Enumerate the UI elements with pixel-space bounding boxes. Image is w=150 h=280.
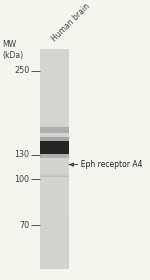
Text: Human brain: Human brain: [50, 2, 92, 44]
Text: 130: 130: [14, 150, 29, 159]
Bar: [40, 174, 69, 176]
Bar: [40, 137, 69, 141]
Text: ← Eph receptor A4: ← Eph receptor A4: [70, 160, 143, 169]
Text: 100: 100: [14, 175, 29, 184]
Text: 70: 70: [19, 221, 29, 230]
Bar: [40, 127, 69, 133]
Text: 250: 250: [14, 66, 29, 75]
Text: MW
(kDa): MW (kDa): [2, 40, 23, 60]
Bar: [40, 154, 69, 158]
Bar: [40, 141, 69, 154]
Bar: [40, 176, 69, 178]
